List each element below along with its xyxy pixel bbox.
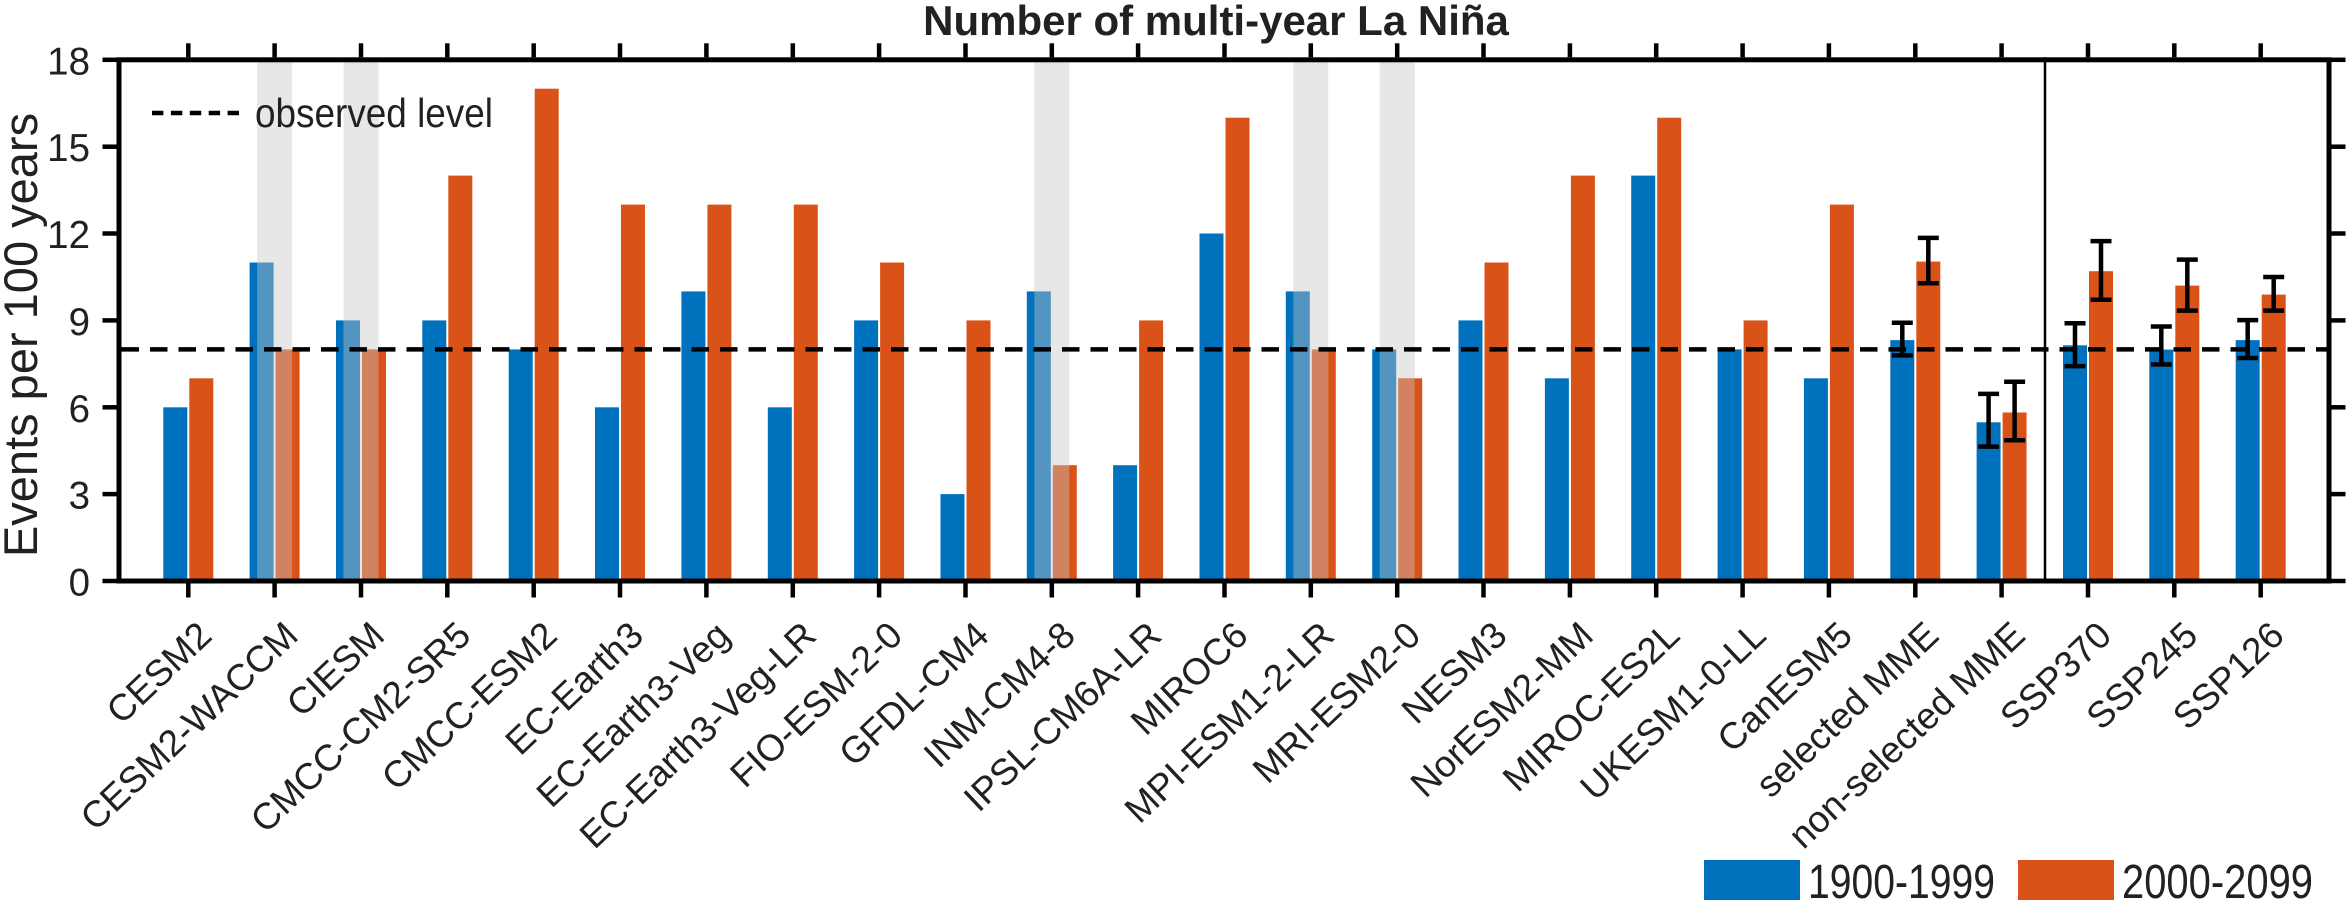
svg-text:6: 6: [69, 388, 90, 431]
svg-text:1900-1999: 1900-1999: [1808, 856, 1995, 909]
svg-text:9: 9: [69, 301, 90, 344]
svg-text:18: 18: [47, 40, 90, 83]
svg-text:Events per 100 years: Events per 100 years: [0, 113, 47, 557]
svg-text:0: 0: [69, 562, 90, 605]
svg-text:observed level: observed level: [255, 90, 493, 136]
svg-text:15: 15: [47, 127, 90, 170]
svg-text:12: 12: [47, 214, 90, 257]
svg-text:2000-2099: 2000-2099: [2122, 856, 2313, 909]
svg-text:3: 3: [69, 475, 90, 518]
svg-text:Number of multi-year La Niña: Number of multi-year La Niña: [923, 0, 1509, 44]
